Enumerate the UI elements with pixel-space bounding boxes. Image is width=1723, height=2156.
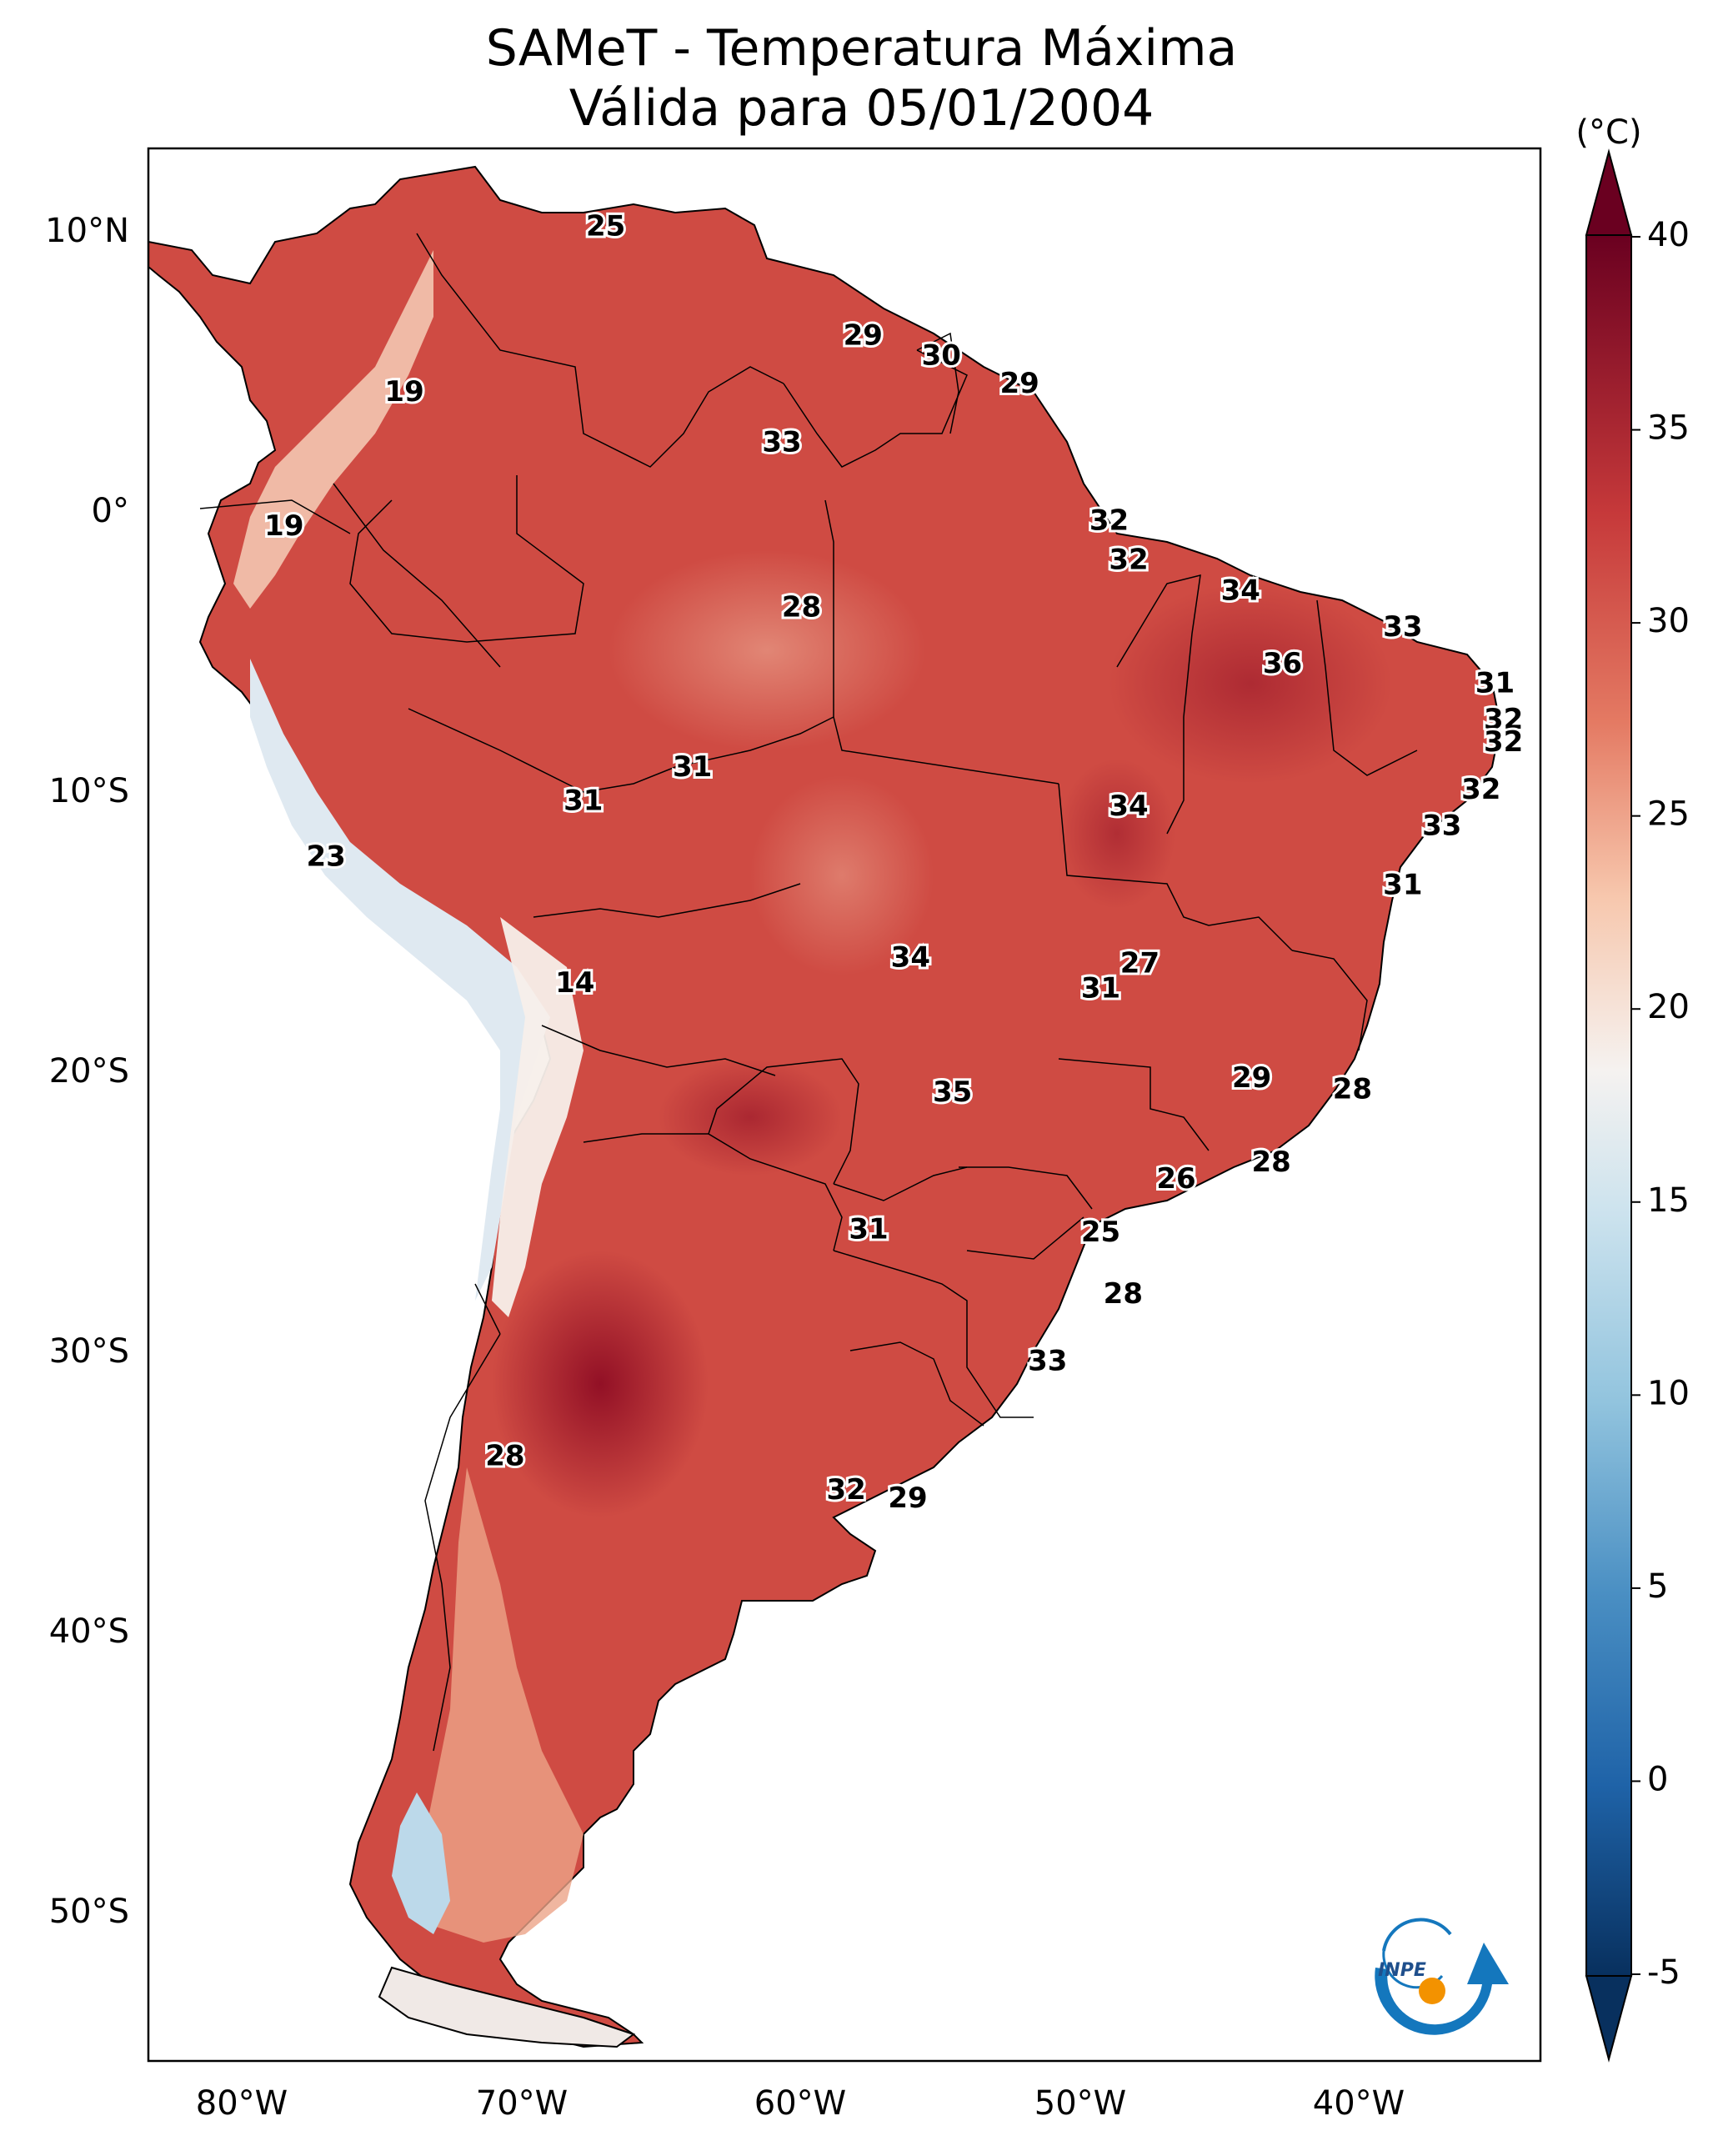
station-value-label: 23 bbox=[306, 840, 345, 874]
continent-layer bbox=[148, 165, 1502, 2048]
patagonia-ice-blue bbox=[392, 1792, 450, 1934]
lat-tick-40s: 40°S bbox=[49, 1612, 129, 1651]
station-value-label: 32 bbox=[1484, 703, 1523, 736]
lat-tick-50s: 50°S bbox=[49, 1893, 129, 1931]
logo-sun-icon bbox=[1419, 1978, 1445, 2004]
logo-text: INPE bbox=[1378, 1960, 1426, 1981]
colorbar-tick-label: 40 bbox=[1647, 216, 1690, 254]
borders bbox=[199, 233, 1418, 1752]
hot-zone-argentina bbox=[492, 1251, 709, 1517]
lat-tick-10s: 10°S bbox=[49, 772, 129, 810]
station-value-label: 31 bbox=[563, 785, 603, 818]
cool-zone-amazon bbox=[609, 550, 925, 750]
axes-frame bbox=[147, 147, 1542, 2063]
station-value-label: 31 bbox=[673, 750, 712, 784]
station-value-label: 35 bbox=[933, 1075, 972, 1109]
station-value-label: 30 bbox=[922, 338, 961, 372]
station-value-label: 29 bbox=[1232, 1061, 1271, 1095]
station-value-label: 33 bbox=[1383, 610, 1422, 644]
title-line-2: Válida para 05/01/2004 bbox=[568, 79, 1155, 138]
station-value-label: 19 bbox=[264, 509, 303, 543]
inpe-logo: INPE bbox=[1375, 1918, 1509, 2035]
hot-zone-northeast bbox=[1109, 584, 1392, 784]
lon-tick-40w: 40°W bbox=[1313, 2084, 1405, 2123]
latitude-axis: 10°N 0° 10°S 20°S 30°S 40°S 50°S bbox=[45, 212, 129, 1931]
station-value-label: 33 bbox=[1028, 1345, 1067, 1378]
colorbar-ticks: -5 0 5 10 15 20 25 30 35 40 bbox=[1631, 216, 1690, 1992]
colorbar-unit: (°C) bbox=[1575, 113, 1641, 152]
title-line-1: SAMeT - Temperatura Máxima bbox=[485, 19, 1238, 78]
station-value-label: 34 bbox=[1221, 574, 1260, 608]
station-value-label: 31 bbox=[1081, 972, 1120, 1005]
colorbar-tick-label: -5 bbox=[1647, 1953, 1680, 1992]
colorbar-extend-max bbox=[1585, 148, 1633, 236]
lat-tick-0: 0° bbox=[92, 492, 129, 530]
lon-tick-80w: 80°W bbox=[196, 2084, 288, 2123]
cool-zone-mato-grosso bbox=[750, 775, 934, 975]
colorbar-tick-label: 20 bbox=[1647, 988, 1690, 1026]
station-value-label: 34 bbox=[1109, 790, 1148, 823]
station-value-label: 36 bbox=[1263, 647, 1302, 680]
lat-tick-10n: 10°N bbox=[45, 212, 129, 250]
colorbar-tick-label: 10 bbox=[1647, 1374, 1690, 1412]
lon-tick-60w: 60°W bbox=[754, 2084, 846, 2123]
station-value-label: 27 bbox=[1120, 946, 1160, 980]
station-value-label: 31 bbox=[1475, 666, 1515, 699]
andes-central-strip bbox=[250, 659, 550, 1301]
colorbar-gradient bbox=[1585, 234, 1632, 1977]
station-value-label: 34 bbox=[891, 941, 930, 975]
colorbar-tick-label: 15 bbox=[1647, 1181, 1690, 1220]
colorbar-tick-label: 0 bbox=[1647, 1760, 1668, 1798]
station-value-label: 32 bbox=[1109, 544, 1148, 577]
station-value-label: 32 bbox=[827, 1473, 866, 1507]
lon-tick-70w: 70°W bbox=[476, 2084, 568, 2123]
andes-north-strip bbox=[233, 250, 433, 609]
station-value-label: 29 bbox=[844, 319, 883, 353]
colorbar-tick-label: 5 bbox=[1647, 1567, 1668, 1606]
station-value-label: 31 bbox=[849, 1213, 888, 1246]
altiplano-white bbox=[492, 917, 584, 1317]
station-value-label: 31 bbox=[1383, 868, 1422, 901]
station-value-label: 32 bbox=[1089, 504, 1129, 538]
lon-tick-50w: 50°W bbox=[1034, 2084, 1126, 2123]
station-value-label: 32 bbox=[1461, 773, 1500, 806]
logo-arc-icon bbox=[1375, 1943, 1509, 2035]
colorbar-tick-label: 30 bbox=[1647, 602, 1690, 640]
station-value-label: 19 bbox=[384, 375, 423, 409]
station-value-label: 25 bbox=[1081, 1216, 1120, 1249]
station-value-label: 28 bbox=[1333, 1073, 1372, 1106]
colorbar-extend-min bbox=[1585, 1975, 1633, 2063]
longitude-axis: 80°W 70°W 60°W 50°W 40°W bbox=[196, 2084, 1405, 2123]
station-value-label: 28 bbox=[1104, 1277, 1143, 1311]
station-value-label: 33 bbox=[762, 425, 801, 459]
station-value-label: 33 bbox=[1422, 810, 1461, 843]
colorbar-tick-label: 35 bbox=[1647, 409, 1690, 448]
colorbar: (°C) -5 0 5 10 15 20 25 30 35 40 bbox=[1575, 113, 1690, 2063]
station-value-label: 14 bbox=[555, 966, 594, 1000]
colorbar-tick-label: 25 bbox=[1647, 795, 1690, 834]
station-value-label: 29 bbox=[1000, 367, 1039, 400]
station-value-label: 32 bbox=[1484, 725, 1523, 759]
patagonia-light bbox=[417, 1467, 584, 1943]
station-value-label: 28 bbox=[1251, 1146, 1290, 1179]
hot-zone-paraguay bbox=[659, 1059, 842, 1176]
lat-tick-20s: 20°S bbox=[49, 1052, 129, 1091]
station-value-label: 26 bbox=[1156, 1162, 1195, 1196]
tierra-del-fuego bbox=[378, 1966, 636, 2048]
lat-tick-30s: 30°S bbox=[49, 1332, 129, 1371]
logo-orbit-icon bbox=[1382, 1918, 1452, 1952]
station-value-label: 28 bbox=[485, 1440, 524, 1473]
map-title: SAMeT - Temperatura Máxima Válida para 0… bbox=[0, 18, 1723, 138]
hot-zone-tocantins bbox=[1059, 759, 1175, 909]
station-value-label: 28 bbox=[782, 591, 821, 624]
station-value-label: 29 bbox=[888, 1482, 927, 1515]
station-value-label: 25 bbox=[586, 210, 625, 243]
